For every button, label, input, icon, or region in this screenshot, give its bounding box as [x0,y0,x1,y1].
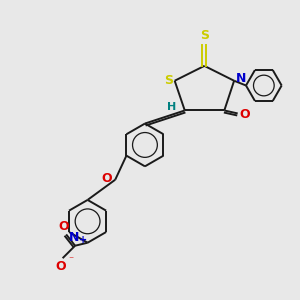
Text: H: H [167,103,176,112]
Text: O: O [240,108,250,122]
Text: N: N [69,231,80,244]
Text: S: S [200,29,209,42]
Text: O: O [55,260,66,273]
Text: O: O [58,220,69,233]
Text: ⁻: ⁻ [68,256,73,266]
Text: +: + [79,235,87,245]
Text: N: N [236,72,246,85]
Text: O: O [101,172,112,185]
Text: S: S [164,74,172,87]
